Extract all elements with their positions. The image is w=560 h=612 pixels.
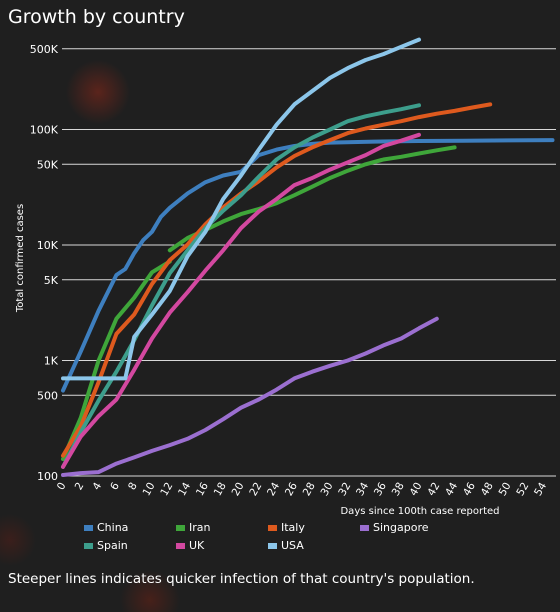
y-tick-label: 500K: [30, 43, 59, 56]
legend-label-usa: USA: [281, 539, 304, 552]
series-line-iran: [167, 145, 457, 253]
x-tick-label: 28: [301, 481, 318, 499]
x-tick-labels: 0 2 4 6 8 10 12 14 16 18 20 22 24 26 28 30 32 34 36 38 40 42 4…: [55, 480, 549, 498]
legend-label-spain: Spain: [97, 539, 128, 552]
x-tick-label: 14: [176, 480, 193, 498]
x-tick-label: 40: [408, 481, 425, 499]
legend-swatch-china: [84, 525, 93, 531]
x-tick-label: 12: [158, 481, 175, 499]
legend-label-iran: Iran: [189, 521, 211, 534]
series-line-spain: [61, 103, 421, 469]
legend-swatch-spain: [84, 543, 93, 549]
y-gridlines: [62, 48, 556, 477]
x-tick-label: 16: [194, 480, 211, 498]
legend: China Iran Italy Singapore Spain UK USA: [84, 521, 429, 552]
x-tick-label: 22: [247, 481, 264, 499]
series-line-italy: [61, 102, 493, 458]
y-tick-label: 100K: [30, 124, 59, 137]
x-tick-label: 44: [443, 480, 460, 498]
x-tick-label: 4: [90, 480, 104, 492]
x-tick-label: 8: [126, 481, 140, 493]
legend-swatch-iran: [176, 525, 185, 531]
y-axis-label: Total confirmed cases: [15, 204, 26, 313]
x-tick-label: 32: [336, 481, 353, 499]
x-tick-label: 2: [73, 481, 87, 493]
series-line-china: [61, 138, 555, 393]
legend-swatch-singapore: [360, 525, 369, 531]
series-line-singapore: [61, 316, 439, 477]
y-tick-label: 50K: [37, 158, 59, 171]
x-tick-label: 50: [497, 481, 514, 499]
series-lines: [61, 37, 555, 477]
x-tick-label: 38: [390, 481, 407, 499]
x-tick-label: 42: [425, 481, 442, 499]
x-tick-label: 24: [265, 480, 282, 498]
x-tick-label: 10: [141, 481, 158, 499]
x-tick-label: 20: [230, 481, 247, 499]
x-tick-label: 36: [372, 480, 389, 498]
x-tick-label: 30: [319, 481, 336, 499]
legend-label-uk: UK: [189, 539, 205, 552]
x-axis-label: Days since 100th case reported: [340, 506, 499, 517]
y-tick-label: 10K: [37, 239, 59, 252]
x-tick-label: 6: [108, 480, 122, 492]
x-tick-label: 52: [514, 481, 531, 499]
y-tick-label: 1K: [44, 355, 59, 368]
x-tick-label: 46: [461, 480, 478, 498]
legend-label-china: China: [97, 521, 128, 534]
y-tick-label: 100: [37, 470, 58, 483]
x-tick-label: 34: [354, 480, 371, 498]
x-tick-label: 0: [55, 481, 69, 493]
y-tick-label: 500: [37, 389, 58, 402]
series-line-uk: [61, 132, 421, 469]
y-tick-labels: 100 500 1K 5K 10K 50K 100K 500K: [30, 43, 59, 483]
chart-caption: Steeper lines indicates quicker infectio…: [8, 571, 475, 587]
series-line-iran: [61, 259, 172, 462]
legend-label-singapore: Singapore: [373, 521, 429, 534]
x-tick-label: 18: [212, 481, 229, 499]
chart-title: Growth by country: [8, 6, 185, 28]
x-tick-label: 26: [283, 480, 300, 498]
x-tick-label: 48: [479, 481, 496, 499]
y-tick-label: 5K: [44, 274, 59, 287]
legend-swatch-uk: [176, 543, 185, 549]
x-tick-label: 54: [532, 480, 549, 498]
legend-label-italy: Italy: [281, 521, 305, 534]
legend-swatch-usa: [268, 543, 277, 549]
legend-swatch-italy: [268, 525, 277, 531]
series-line-usa: [61, 37, 421, 381]
